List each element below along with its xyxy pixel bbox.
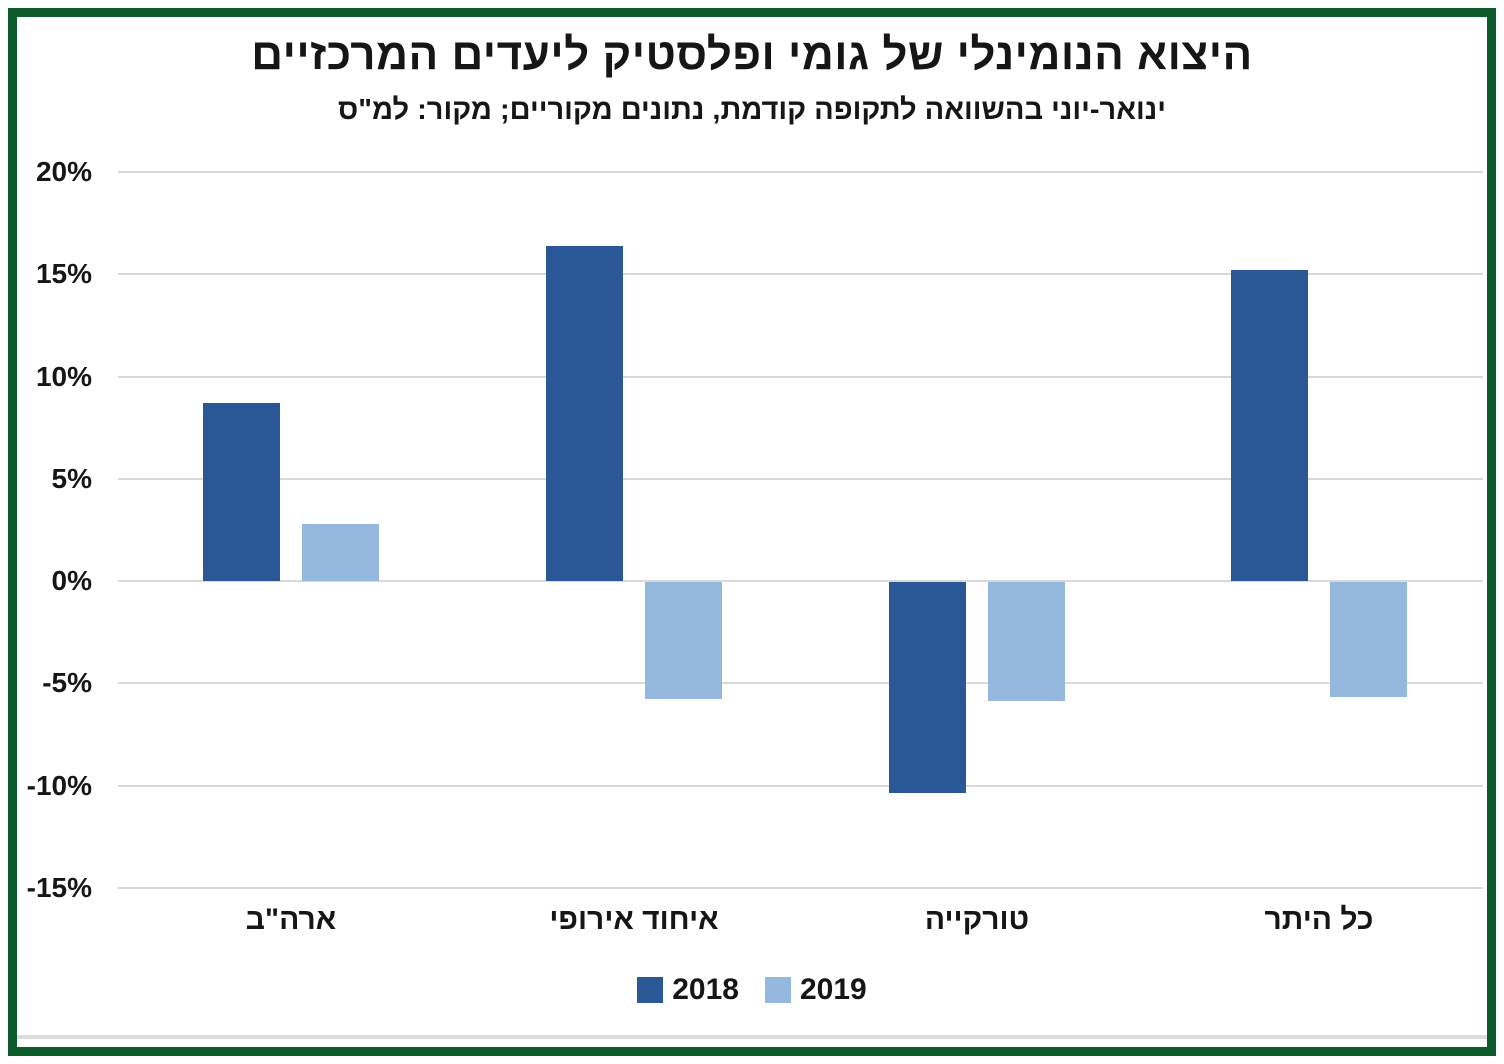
- legend-swatch-icon: [637, 977, 664, 1003]
- y-axis-tick-label: 10%: [35, 360, 92, 392]
- bar-2019-2: [988, 582, 1065, 701]
- x-axis-category-label: ארה"ב: [245, 903, 337, 936]
- y-axis-tick-label: 5%: [51, 462, 92, 494]
- chart-title: היצוא הנומינלי של גומי ופלסטיק ליעדים המ…: [251, 30, 1253, 79]
- legend-swatch-icon: [765, 977, 791, 1003]
- gridline: [118, 375, 1483, 378]
- legend-label: 2018: [672, 973, 739, 1006]
- gridline: [118, 171, 1483, 173]
- legend-item-2019: 2019: [765, 975, 867, 1005]
- gridline: [118, 887, 1483, 889]
- x-axis-category-label: איחוד אירופי: [549, 903, 719, 936]
- y-axis-tick-label: -15%: [26, 872, 92, 903]
- bar-2018-1: [546, 245, 623, 582]
- bar-2018-0: [203, 403, 280, 582]
- y-axis-tick-label: 0%: [51, 565, 92, 597]
- gridline: [118, 477, 1483, 480]
- y-axis-tick-label: -5%: [42, 667, 92, 699]
- y-axis-tick-label: 20%: [35, 156, 92, 187]
- x-axis-category-label: טורקייה: [924, 903, 1030, 936]
- legend-label: 2019: [800, 973, 867, 1006]
- y-axis-tick-label: -10%: [26, 769, 92, 801]
- bar-2019-0: [302, 523, 379, 582]
- chart-subtitle: ינואר-יוני בהשוואה לתקופה קודמת, נתונים …: [337, 94, 1166, 126]
- chart-bottom-rule: [17, 1035, 1487, 1039]
- bar-2019-1: [645, 582, 722, 699]
- gridline: [118, 273, 1483, 276]
- legend: 2018 2019: [0, 975, 1504, 1005]
- bar-2018-2: [889, 582, 966, 793]
- gridline: [118, 682, 1483, 685]
- x-axis-category-label: כל היתר: [1264, 903, 1374, 936]
- gridline: [118, 580, 1483, 583]
- gridline: [118, 784, 1483, 787]
- bar-2018-3: [1231, 270, 1308, 582]
- legend-item-2018: 2018: [637, 975, 739, 1005]
- y-axis-tick-label: 15%: [35, 258, 92, 290]
- bar-2019-3: [1330, 582, 1407, 697]
